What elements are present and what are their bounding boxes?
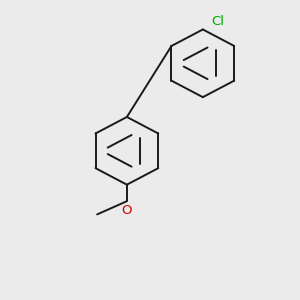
Text: Cl: Cl	[211, 15, 224, 28]
Text: O: O	[122, 205, 132, 218]
